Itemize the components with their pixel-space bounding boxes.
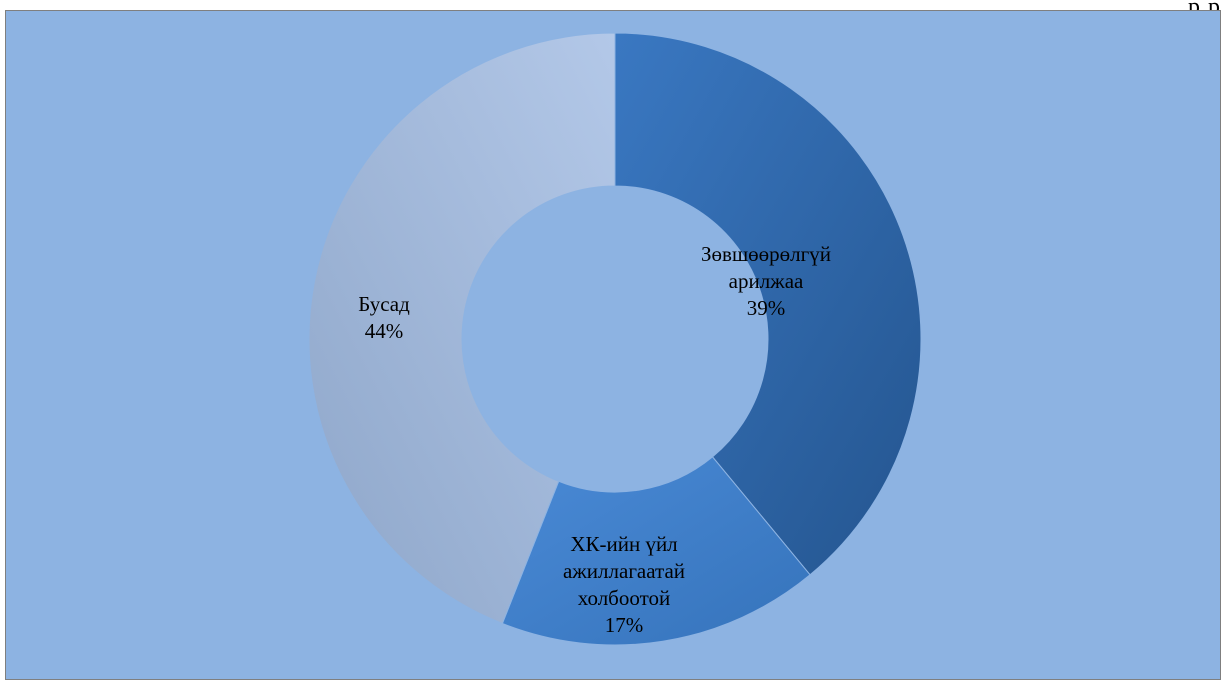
- slice-name-line: арилжаа: [729, 269, 804, 293]
- slice-name-line: ХК-ийн үйл: [570, 532, 677, 556]
- donut-chart: Зөвшөөрөлгүй арилжаа 39% ХК-ийн үйл ажиллага…: [308, 32, 922, 646]
- slice-name-line: ажиллагаатай: [563, 559, 685, 583]
- donut-slice-2: [501, 456, 811, 646]
- slice-label-2: ХК-ийн үйл ажиллагаатай холбоотой 17%: [563, 532, 685, 637]
- slice-percent: 17%: [605, 613, 644, 637]
- slice-name-line: Зөвшөөрөлгүй: [701, 242, 831, 266]
- slice-name-line: Бусад: [358, 292, 410, 316]
- slice-label-1: Зөвшөөрөлгүй арилжаа 39%: [701, 242, 831, 320]
- chart-area: Зөвшөөрөлгүй арилжаа 39% ХК-ийн үйл ажиллага…: [5, 10, 1221, 680]
- donut-slice-3: [308, 32, 616, 625]
- slice-label-3: Бусад 44%: [358, 292, 410, 343]
- slice-percent: 44%: [365, 319, 404, 343]
- slice-name-line: холбоотой: [578, 586, 670, 610]
- slice-percent: 39%: [747, 296, 786, 320]
- donut-slice-1: [614, 32, 922, 576]
